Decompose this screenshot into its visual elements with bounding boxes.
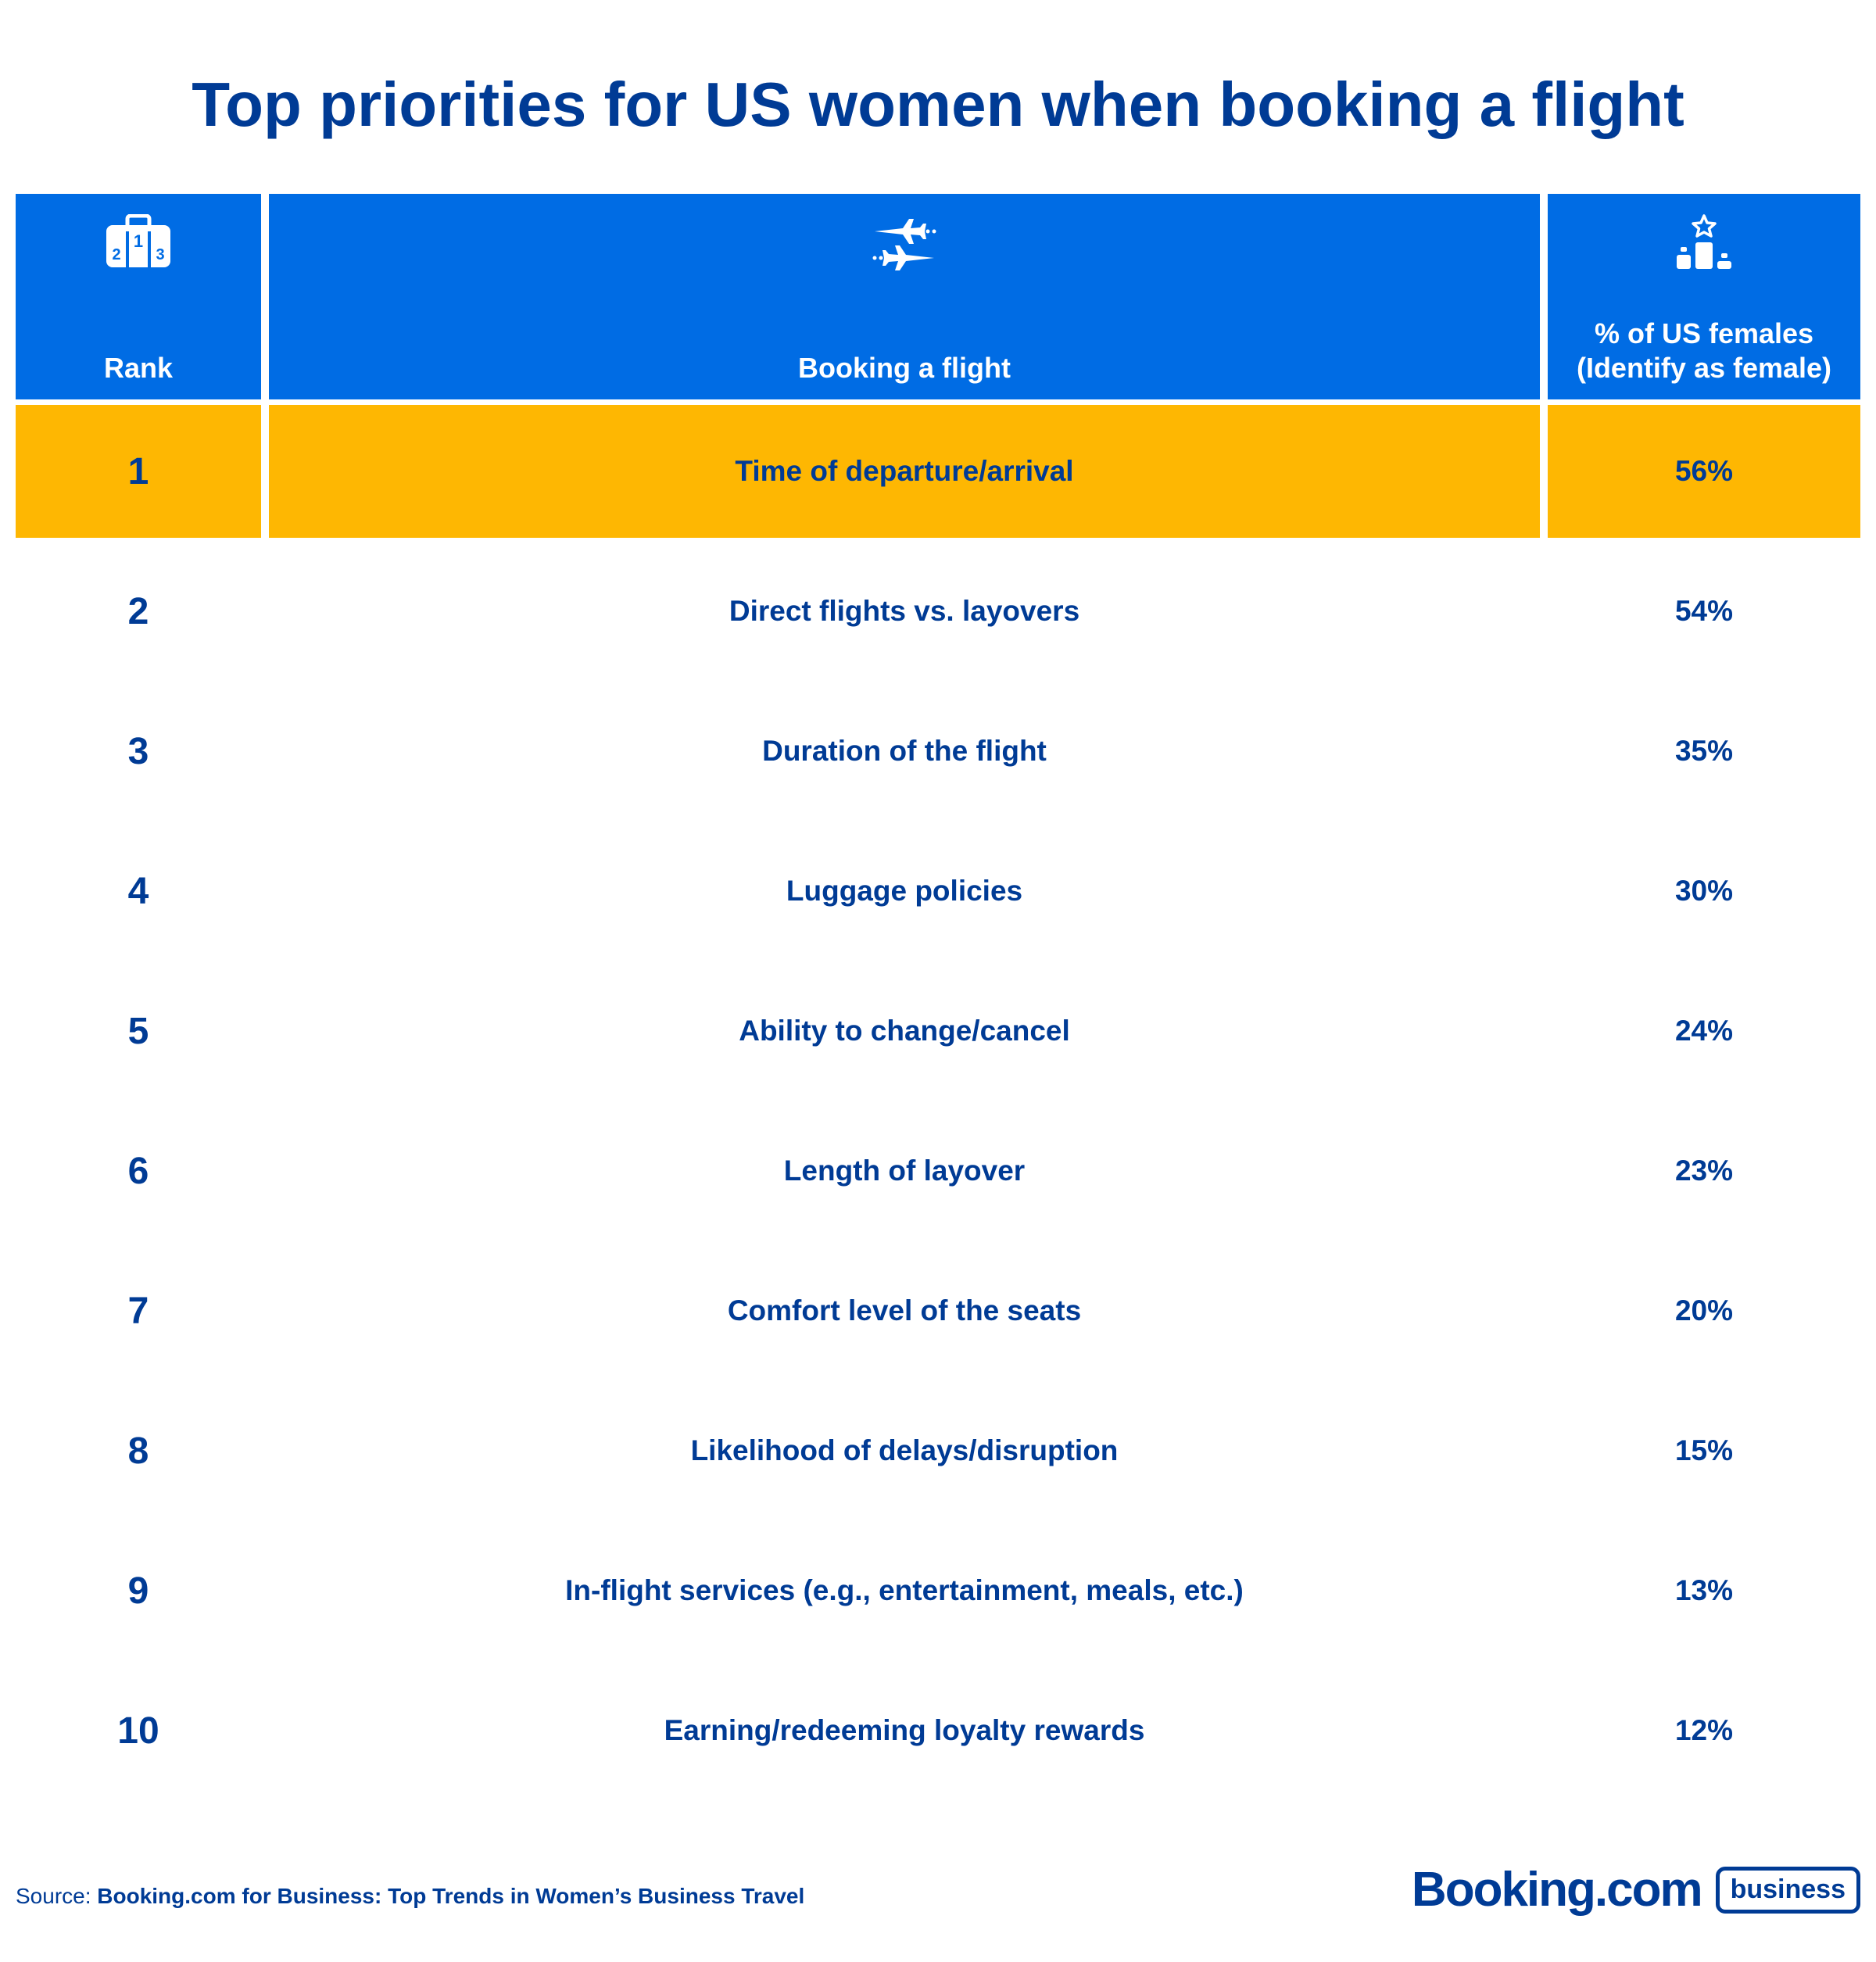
header-pct-label-line2: (Identify as female) [1576,352,1832,384]
row-7-rank: 7 [127,1290,149,1332]
row-1-pct: 56% [1548,405,1860,538]
page-title: Top priorities for US women when booking… [192,70,1684,139]
svg-text:1: 1 [134,231,143,251]
row-3-item: Duration of the flight [762,735,1047,767]
row-9-pct: 13% [1674,1574,1734,1606]
row-10-pct: 12% [1674,1714,1734,1746]
row-6-rank: 6 [127,1150,149,1192]
logo-wordmark: Booking.com [1411,1863,1703,1917]
row-6-item: Length of layover [783,1155,1026,1187]
logo-badge: business [1715,1866,1860,1914]
header-pct-label: % of US females (Identify as female) [1548,317,1860,385]
row-5-item: Ability to change/cancel [739,1015,1070,1047]
row-10-rank: 10 [117,1710,159,1752]
header-rank-label: Rank [103,352,174,384]
row-8-item: Likelihood of delays/disruption [690,1434,1119,1466]
svg-text:2: 2 [112,246,120,263]
row-3-pct: 35% [1674,735,1734,767]
row-1-rank: 1 [16,405,261,538]
row-5-rank: 5 [127,1010,149,1052]
row-9-rank: 9 [127,1570,149,1612]
row-7-pct: 20% [1674,1294,1734,1326]
source-note: Source: Booking.com for Business: Top Tr… [16,1884,804,1909]
podium-numbers-icon: 1 2 3 [16,214,261,269]
row-10-item: Earning/redeeming loyalty rewards [664,1714,1145,1746]
row-4-rank: 4 [127,870,149,912]
podium-star-icon [1548,214,1860,270]
header-pct: % of US females (Identify as female) [1548,194,1860,399]
booking-business-logo: Booking.com business [1412,1862,1860,1917]
planes-icon [269,214,1540,275]
row-7-item: Comfort level of the seats [727,1294,1082,1326]
row-2-rank: 2 [127,590,149,632]
row-3-rank: 3 [127,730,149,772]
row-2-pct: 54% [1674,595,1734,627]
header-pct-label-line1: % of US females [1594,317,1814,349]
row-4-pct: 30% [1674,875,1734,907]
svg-text:3: 3 [156,246,164,263]
header-rank: 1 2 3 Rank [16,194,261,399]
source-text: Booking.com for Business: Top Trends in … [97,1884,805,1908]
source-label: Source: [16,1884,98,1908]
row-8-rank: 8 [127,1430,149,1472]
header-item: Booking a flight [269,194,1540,399]
header-item-label: Booking a flight [798,352,1011,384]
row-4-item: Luggage policies [786,875,1023,907]
row-6-pct: 23% [1674,1155,1734,1187]
row-1-item: Time of departure/arrival [269,405,1540,538]
row-9-item: In-flight services (e.g., entertainment,… [565,1574,1244,1606]
row-2-item: Direct flights vs. layovers [729,595,1080,627]
row-8-pct: 15% [1674,1434,1734,1466]
row-5-pct: 24% [1674,1015,1734,1047]
